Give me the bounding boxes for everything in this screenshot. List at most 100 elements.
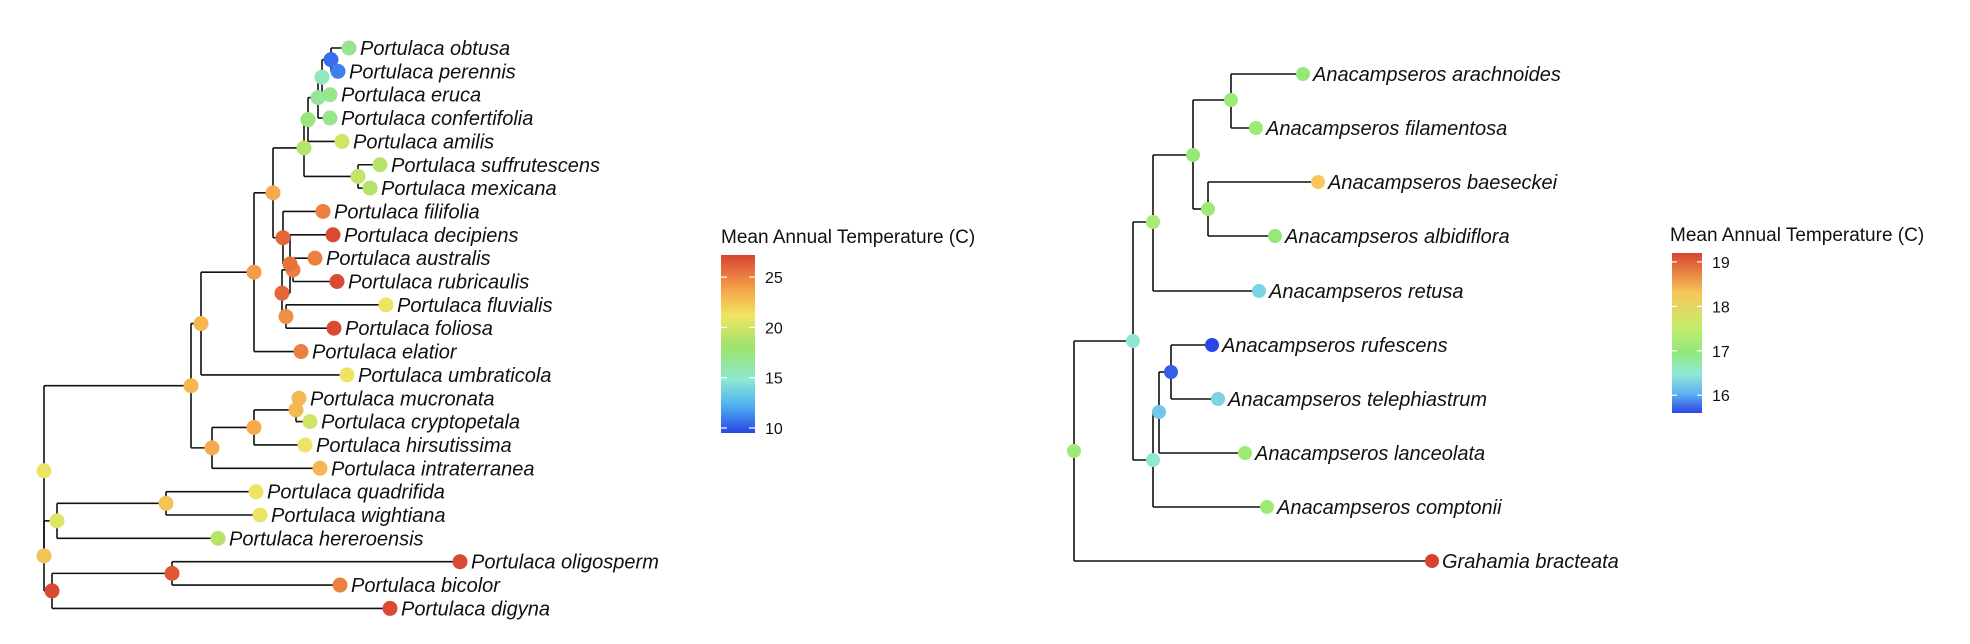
right-tree-tip-labels: Anacampseros arachnoides Anacampseros fil… <box>1221 64 1619 573</box>
ancestral-node <box>350 168 366 184</box>
tip-node <box>362 180 378 196</box>
tip-node <box>248 484 264 500</box>
right-tree-nodes <box>1067 67 1439 568</box>
tip-label: Portulaca australis <box>326 248 491 270</box>
ancestral-node <box>1224 93 1238 107</box>
ancestral-node <box>1201 202 1215 216</box>
right-legend-ticks: 19 18 17 16 <box>1672 255 1730 405</box>
tip-node <box>312 460 328 476</box>
ancestral-node <box>36 548 52 564</box>
tip-label: Portulaca oligosperm <box>471 552 659 574</box>
legend-tick-label: 17 <box>1712 344 1730 361</box>
tip-label: Portulaca filifolia <box>334 201 480 223</box>
legend-tick-label: 18 <box>1712 299 1730 316</box>
tip-label: Anacampseros telephiastrum <box>1227 389 1487 411</box>
legend-tick-label: 10 <box>765 421 783 438</box>
tip-node <box>326 320 342 336</box>
tip-label: Portulaca intraterranea <box>331 458 534 480</box>
tip-label: Portulaca cryptopetala <box>321 412 520 434</box>
tip-node <box>1311 175 1325 189</box>
tip-label: Anacampseros filamentosa <box>1265 118 1507 140</box>
tip-node <box>1238 446 1252 460</box>
tip-node <box>1260 500 1274 514</box>
ancestral-node <box>323 52 339 68</box>
left-tree-nodes <box>36 40 468 616</box>
left-legend-colorbar <box>721 255 755 433</box>
right-color-legend: Mean Annual Temperature (C) 19 18 17 16 <box>1670 225 1924 413</box>
tip-label: Portulaca hereroensis <box>229 528 424 550</box>
tip-label: Portulaca decipiens <box>344 225 519 247</box>
tip-node <box>382 600 398 616</box>
tip-label: Portulaca amilis <box>353 131 494 153</box>
ancestral-node <box>314 69 330 85</box>
tip-label: Portulaca fluvialis <box>397 295 553 317</box>
tip-label: Portulaca mucronata <box>310 388 495 410</box>
legend-tick-label: 19 <box>1712 255 1730 272</box>
ancestral-node <box>1146 215 1160 229</box>
tip-label: Portulaca hirsutissima <box>316 435 512 457</box>
legend-tick-label: 25 <box>765 270 783 287</box>
right-tree-branches <box>1073 73 1432 562</box>
ancestral-node <box>36 463 52 479</box>
tip-label: Portulaca bicolor <box>351 575 501 597</box>
ancestral-node <box>1164 365 1178 379</box>
tip-label: Anacampseros lanceolata <box>1254 443 1485 465</box>
left-legend-ticks: 25 20 15 10 <box>721 270 783 438</box>
ancestral-node <box>288 402 304 418</box>
right-phylogenetic-tree: Anacampseros arachnoides Anacampseros fil… <box>1067 64 1619 573</box>
ancestral-node <box>265 185 281 201</box>
ancestral-node <box>246 419 262 435</box>
tip-node <box>307 250 323 266</box>
ancestral-node <box>49 513 65 529</box>
tip-label: Portulaca rubricaulis <box>348 272 529 294</box>
ancestral-node <box>300 112 316 128</box>
tip-label: Portulaca obtusa <box>360 38 510 60</box>
tip-label: Portulaca umbraticola <box>358 365 551 387</box>
tip-node <box>322 87 338 103</box>
tip-node <box>332 577 348 593</box>
tip-label: Anacampseros retusa <box>1268 281 1464 303</box>
right-legend-title: Mean Annual Temperature (C) <box>1670 225 1924 246</box>
tip-node <box>1249 121 1263 135</box>
left-color-legend: Mean Annual Temperature (C) 25 20 15 10 <box>721 227 975 438</box>
tip-label: Portulaca suffrutescens <box>391 155 600 177</box>
ancestral-node <box>310 90 326 106</box>
tip-node <box>322 110 338 126</box>
ancestral-node <box>204 440 220 456</box>
tip-node <box>1425 554 1439 568</box>
tip-node <box>1205 338 1219 352</box>
ancestral-node <box>296 140 312 156</box>
tip-node <box>252 507 268 523</box>
ancestral-node <box>278 309 294 325</box>
ancestral-node <box>1146 453 1160 467</box>
ancestral-node <box>164 565 180 581</box>
ancestral-node <box>282 256 298 272</box>
tip-label: Portulaca digyna <box>401 598 550 620</box>
ancestral-node <box>1126 334 1140 348</box>
ancestral-node <box>183 378 199 394</box>
tip-label: Anacampseros albidiflora <box>1284 226 1510 248</box>
ancestral-node <box>275 230 291 246</box>
tip-label: Grahamia bracteata <box>1442 551 1619 573</box>
ancestral-node <box>1152 405 1166 419</box>
ancestral-node <box>158 495 174 511</box>
tip-label: Portulaca elatior <box>312 342 458 364</box>
tip-node <box>341 40 357 56</box>
tip-label: Portulaca wightiana <box>271 505 446 527</box>
tip-label: Anacampseros arachnoides <box>1312 64 1561 86</box>
tip-node <box>325 227 341 243</box>
tip-node <box>210 530 226 546</box>
tip-node <box>1211 392 1225 406</box>
tip-node <box>372 157 388 173</box>
tip-label: Anacampseros baeseckei <box>1327 172 1558 194</box>
tip-node <box>1268 229 1282 243</box>
legend-tick-label: 20 <box>765 320 783 337</box>
tip-node <box>315 203 331 219</box>
ancestral-node <box>44 583 60 599</box>
ancestral-node <box>1067 444 1081 458</box>
tip-label: Portulaca mexicana <box>381 178 557 200</box>
tip-label: Portulaca eruca <box>341 85 481 107</box>
